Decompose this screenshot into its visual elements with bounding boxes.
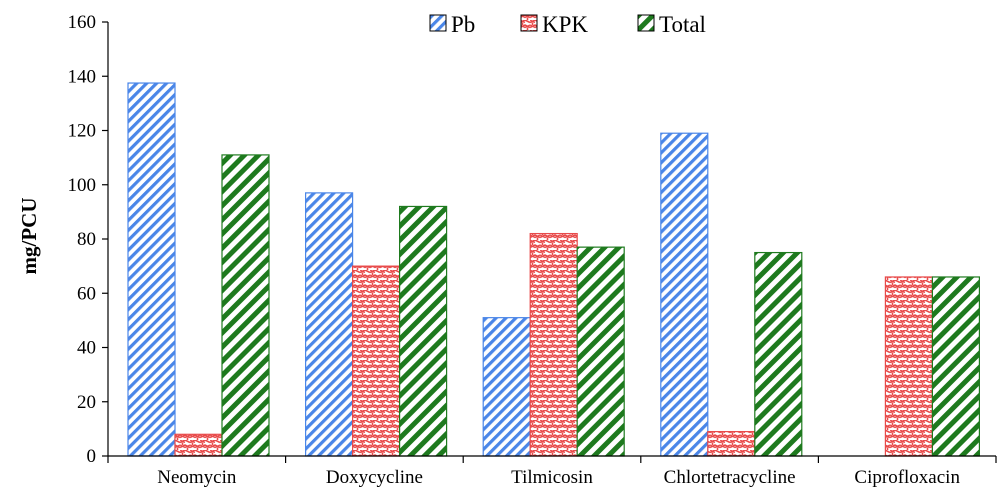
legend-label: KPK [542, 12, 588, 37]
y-tick-label: 80 [77, 229, 96, 250]
y-tick-label: 100 [68, 175, 97, 196]
x-category-label: Tilmicosin [511, 467, 593, 488]
axes: 0 20 40 60 80 100 120 140 160 Neomycin Doxycycline… [68, 12, 997, 488]
bar-kpk-neomycin [174, 433, 223, 457]
legend-swatch [637, 14, 655, 32]
bar-pb-tilmicosin [482, 317, 531, 457]
legend-swatch [520, 14, 538, 32]
bar-total-tilmicosin [576, 246, 625, 457]
bar-kpk-tilmicosin [529, 232, 578, 457]
x-category-label: Chlortetracycline [664, 467, 796, 488]
bar-total-chlortetracycline [754, 251, 803, 457]
bar-total-doxycycline [399, 205, 448, 457]
x-category-label: Ciprofloxacin [854, 467, 960, 488]
y-tick-label: 160 [68, 12, 97, 33]
y-tick-label: 120 [68, 121, 97, 142]
y-tick-label: 0 [87, 446, 97, 467]
bar-kpk-chlortetracycline [707, 430, 756, 457]
legend-swatch [429, 14, 447, 32]
legend-label: Pb [451, 12, 475, 37]
y-tick-label: 140 [68, 66, 97, 87]
x-category-label: Neomycin [157, 467, 237, 488]
bar-total-ciprofloxacin [931, 276, 981, 457]
y-tick-label: 60 [77, 283, 96, 304]
bar-kpk-doxycycline [352, 265, 401, 457]
legend: Pb KPK Total [429, 12, 706, 37]
bar-pb-chlortetracycline [660, 132, 709, 457]
bar-kpk-ciprofloxacin [884, 276, 934, 457]
y-tick-label: 40 [77, 338, 96, 359]
bar-total-neomycin [221, 154, 270, 457]
bars [127, 82, 981, 457]
y-axis-label: mg/PCU [17, 198, 41, 275]
x-category-label: Doxycycline [326, 467, 423, 488]
bar-pb-doxycycline [305, 192, 354, 457]
legend-label: Total [659, 12, 706, 37]
bar-pb-neomycin [127, 82, 176, 457]
y-tick-label: 20 [77, 392, 96, 413]
